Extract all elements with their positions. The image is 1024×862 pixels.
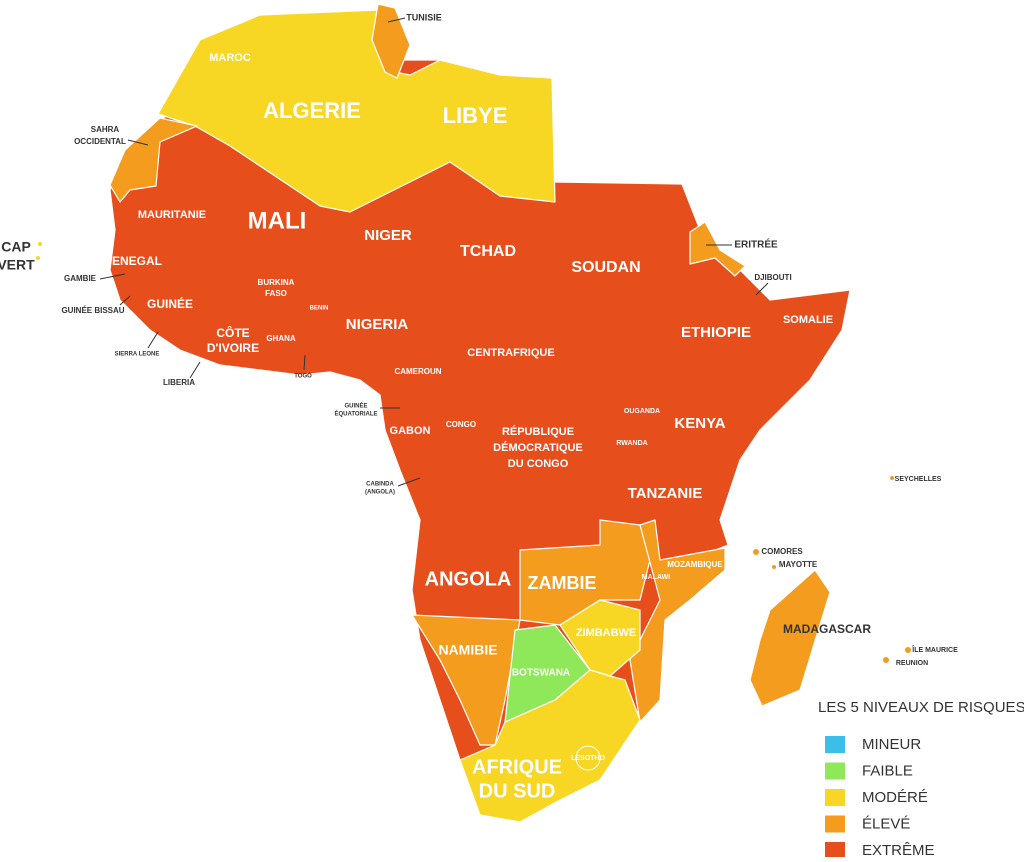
country-label: MADAGASCAR — [783, 622, 871, 636]
country-label: GUINÉE BISSAU — [61, 306, 124, 315]
country-label: ETHIOPIE — [681, 324, 751, 341]
leaders — [99, 17, 769, 487]
country-label: SEYCHELLES — [895, 476, 942, 483]
country-label: D'IVOIRE — [207, 341, 259, 355]
legend-swatch — [825, 736, 845, 753]
island — [883, 657, 889, 663]
legend-label: MINEUR — [862, 736, 921, 753]
country-label: REUNION — [896, 660, 928, 667]
country-label: ZAMBIE — [528, 573, 597, 593]
labels: TUNISIE MAROC ALGERIE LIBYE SAHRA OCCIDE… — [0, 12, 958, 802]
legend-label: MODÉRÉ — [862, 789, 928, 806]
countries — [36, 3, 911, 823]
legend-label: ÉLEVÉ — [862, 815, 910, 832]
tunisia — [371, 3, 411, 79]
country-label: LESOTHO — [571, 755, 605, 762]
eritrea — [689, 221, 746, 277]
country-label: CAP — [1, 239, 31, 255]
country-label: TCHAD — [460, 243, 516, 260]
country-label: CABINDA — [366, 482, 394, 488]
legend-label: EXTRÊME — [862, 842, 935, 857]
lesotho — [575, 745, 601, 771]
country-label: COMORES — [761, 547, 803, 556]
country-label: MOZAMBIQUE — [667, 560, 723, 569]
country-label: ANGOLA — [425, 568, 512, 590]
country-label: GAMBIE — [64, 274, 97, 283]
country-label: ALGERIE — [263, 98, 361, 123]
legend-swatch — [825, 842, 845, 859]
country-label: GUINÉE — [147, 296, 193, 311]
island — [905, 647, 911, 653]
moderate-north — [157, 9, 556, 213]
country-label: SENEGAL — [104, 254, 162, 268]
country-label: SAHRA — [91, 125, 120, 134]
country-label: OUGANDA — [624, 408, 660, 415]
country-label: SOUDAN — [571, 259, 640, 276]
country-label: MALI — [248, 207, 307, 234]
country-label: KENYA — [674, 415, 725, 432]
country-label: ÎLE MAURICE — [911, 645, 958, 654]
country-label: VERT — [0, 257, 35, 273]
western-sahara — [109, 117, 198, 203]
country-label: AFRIQUE — [472, 756, 562, 778]
country-label: MAYOTTE — [779, 560, 818, 569]
island — [890, 476, 894, 480]
country-label: LIBYE — [443, 103, 508, 128]
country-label: ÉQUATORIALE — [334, 410, 377, 418]
country-label: DU SUD — [479, 780, 556, 802]
country-label: LIBERIA — [163, 378, 195, 387]
country-label: CÔTE — [216, 325, 249, 340]
country-label: NIGERIA — [346, 316, 409, 333]
country-label: GABON — [390, 425, 431, 437]
country-label: TOGO — [294, 374, 312, 380]
legend-label: FAIBLE — [862, 762, 913, 779]
island — [36, 256, 40, 260]
legend-swatch — [825, 762, 845, 780]
country-label: TANZANIE — [628, 485, 703, 502]
island — [753, 549, 759, 555]
country-label: CENTRAFRIQUE — [467, 347, 554, 359]
country-label: MALAWI — [642, 574, 670, 581]
country-label: NAMIBIE — [438, 642, 497, 658]
country-label: ZIMBABWE — [576, 627, 637, 639]
legend: LES 5 NIVEAUX DE RISQUES MINEUR FAIBLE MOD… — [818, 699, 1024, 859]
country-label: GHANA — [266, 334, 296, 343]
country-label: GUINÉE — [344, 402, 367, 410]
madagascar — [749, 569, 831, 707]
country-label: SIERRA LEONE — [115, 352, 160, 358]
country-label: FASO — [265, 289, 287, 298]
country-label: RWANDA — [616, 440, 647, 447]
country-label: TUNISIE — [406, 12, 442, 22]
country-label: DU CONGO — [508, 458, 569, 470]
country-label: CONGO — [446, 420, 476, 429]
country-label: CAMEROUN — [394, 367, 441, 376]
country-label: (ANGOLA) — [365, 490, 395, 496]
malawi-mozambique — [629, 519, 726, 723]
zambia — [519, 519, 651, 626]
country-label: MAURITANIE — [138, 209, 206, 221]
country-label: ERITRÉE — [734, 238, 778, 251]
island — [38, 242, 42, 246]
country-label: DÉMOCRATIQUE — [493, 441, 583, 454]
legend-title: LES 5 NIVEAUX DE RISQUES — [818, 699, 1024, 716]
legend-swatch — [825, 789, 845, 806]
country-label: RÉPUBLIQUE — [502, 425, 574, 438]
island — [772, 565, 776, 569]
country-label: DJIBOUTI — [754, 273, 791, 282]
country-label: MAROC — [209, 52, 251, 64]
country-label: BENIN — [310, 306, 329, 312]
legend-swatch — [825, 815, 845, 833]
country-label: BURKINA — [258, 278, 295, 287]
country-label: NIGER — [364, 227, 412, 244]
south-africa — [459, 669, 641, 823]
country-label: BOTSWANA — [512, 668, 570, 679]
country-label: OCCIDENTAL — [74, 137, 126, 146]
country-label: SOMALIE — [783, 314, 833, 326]
